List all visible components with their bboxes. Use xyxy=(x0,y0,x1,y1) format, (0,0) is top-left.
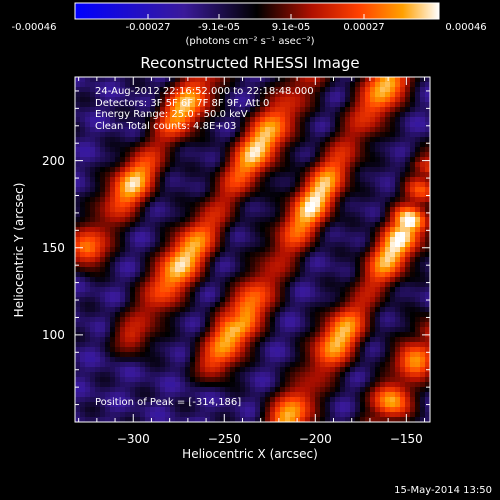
y-tick-label: 200 xyxy=(42,153,65,168)
colorbar-gradient xyxy=(74,2,440,20)
colorbar-tick-label: -0.00027 xyxy=(125,22,171,33)
plot-title: Reconstructed RHESSI Image xyxy=(140,54,360,72)
y-tick-label: 150 xyxy=(42,240,65,255)
colorbar xyxy=(74,2,440,20)
footer-date: 15-May-2014 13:50 xyxy=(394,485,492,496)
colorbar-tick-label: 9.1e-05 xyxy=(271,22,311,33)
info-line-counts: Clean Total counts: 4.8E+03 xyxy=(95,120,237,132)
x-axis-title: Heliocentric X (arcsec) xyxy=(182,447,318,461)
colorbar-tick-label: 0.00046 xyxy=(445,22,487,33)
info-line-energy: Energy Range: 25.0 - 50.0 keV xyxy=(95,109,248,120)
peak-position-label: Position of Peak = [-314,186] xyxy=(95,397,242,408)
colorbar-tick-label: 0.00027 xyxy=(343,22,385,33)
info-line-detectors: Detectors: 3F 5F 6F 7F 8F 9F, Att 0 xyxy=(95,97,270,109)
colorbar-unit-label: (photons cm⁻² s⁻¹ asec⁻²) xyxy=(185,36,315,47)
colorbar-tick-label: -0.00046 xyxy=(11,22,57,33)
y-tick-label: 100 xyxy=(42,327,65,342)
x-tick-label: −200 xyxy=(298,432,332,446)
info-text: 24-Aug-2012 22:16:52.000 to 22:18:48.000… xyxy=(95,86,314,132)
x-tick-label: −150 xyxy=(389,432,423,446)
info-line-time: 24-Aug-2012 22:16:52.000 to 22:18:48.000 xyxy=(95,86,314,97)
colorbar-tick-label: -9.1e-05 xyxy=(198,22,240,33)
y-axis-title: Heliocentric Y (arcsec) xyxy=(11,182,26,318)
x-tick-label: −250 xyxy=(207,432,241,446)
x-tick-label: −300 xyxy=(116,432,150,446)
